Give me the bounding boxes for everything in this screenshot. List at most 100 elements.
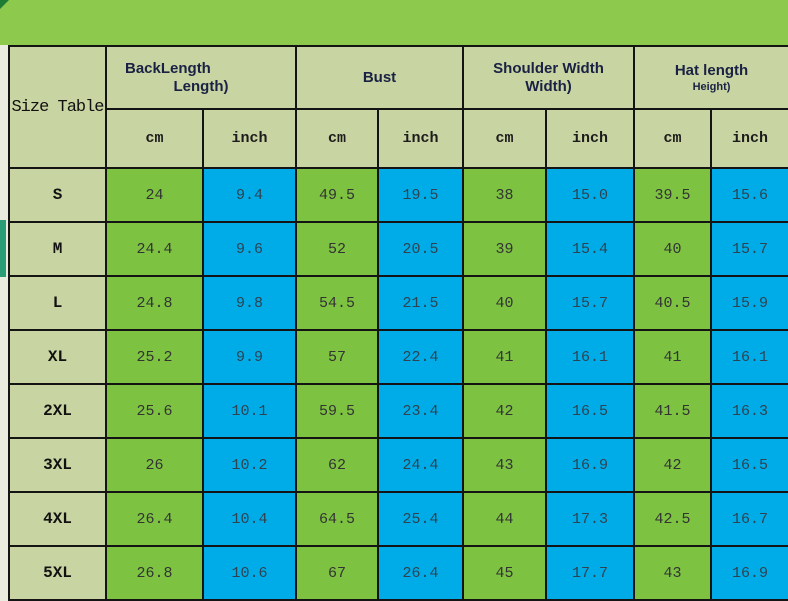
value-cell: 10.1: [201, 383, 298, 439]
unit-header-inch: inch: [545, 108, 636, 169]
table-row: 4XL 26.4 10.4 64.5 25.4 44 17.3 42.5 16.…: [8, 491, 788, 547]
group-label-line1: Bust: [362, 69, 397, 86]
group-label-line2: Height): [692, 81, 731, 93]
table-row: XL 25.2 9.9 57 22.4 41 16.1 41 16.1: [8, 329, 788, 385]
value-cell: 41: [633, 329, 713, 385]
value-cell: 64.5: [295, 491, 380, 547]
value-cell: 24: [105, 167, 204, 223]
value-cell: 15.4: [545, 221, 636, 277]
value-cell: 16.9: [545, 437, 636, 493]
value-cell: 25.4: [377, 491, 465, 547]
value-cell: 43: [633, 545, 713, 601]
value-cell: 43: [462, 437, 548, 493]
table-row: L 24.8 9.8 54.5 21.5 40 15.7 40.5 15.9: [8, 275, 788, 331]
size-label: 5XL: [8, 545, 107, 601]
value-cell: 9.4: [201, 167, 298, 223]
value-cell: 15.7: [545, 275, 636, 331]
value-cell: 41.5: [633, 383, 713, 439]
unit-header-inch: inch: [710, 108, 788, 169]
group-label-line2: Width): [525, 78, 572, 95]
value-cell: 41: [462, 329, 548, 385]
unit-header-row: cm inch cm inch cm inch cm inch: [9, 108, 788, 169]
group-label-line2: Length): [173, 78, 229, 95]
value-cell: 57: [295, 329, 380, 385]
value-cell: 45: [462, 545, 548, 601]
value-cell: 15.0: [545, 167, 636, 223]
value-cell: 52: [295, 221, 380, 277]
value-cell: 25.6: [105, 383, 204, 439]
value-cell: 38: [462, 167, 548, 223]
size-table-title: Size Table: [8, 45, 107, 169]
value-cell: 24.4: [105, 221, 204, 277]
value-cell: 42: [633, 437, 713, 493]
value-cell: 22.4: [377, 329, 465, 385]
value-cell: 26.4: [377, 545, 465, 601]
value-cell: 15.9: [710, 275, 788, 331]
column-group-hat-length: Hat length Height): [633, 45, 788, 110]
value-cell: 42: [462, 383, 548, 439]
value-cell: 44: [462, 491, 548, 547]
value-cell: 67: [295, 545, 380, 601]
value-cell: 39: [462, 221, 548, 277]
unit-header-cm: cm: [105, 108, 204, 169]
value-cell: 16.5: [710, 437, 788, 493]
group-label-line1: Shoulder Width: [493, 60, 604, 77]
size-table: Size Table BackLength Length) Bust Shoul…: [8, 45, 788, 601]
value-cell: 40: [633, 221, 713, 277]
value-cell: 24.8: [105, 275, 204, 331]
value-cell: 62: [295, 437, 380, 493]
unit-header-inch: inch: [377, 108, 465, 169]
value-cell: 9.9: [201, 329, 298, 385]
value-cell: 23.4: [377, 383, 465, 439]
value-cell: 24.4: [377, 437, 465, 493]
size-label: L: [8, 275, 107, 331]
unit-header-cm: cm: [295, 108, 380, 169]
value-cell: 16.3: [710, 383, 788, 439]
value-cell: 19.5: [377, 167, 465, 223]
group-header-row: Size Table BackLength Length) Bust Shoul…: [8, 45, 788, 169]
value-cell: 10.4: [201, 491, 298, 547]
size-label: S: [8, 167, 107, 223]
value-cell: 15.7: [710, 221, 788, 277]
unit-header-cm: cm: [462, 108, 548, 169]
value-cell: 26.4: [105, 491, 204, 547]
value-cell: 15.6: [710, 167, 788, 223]
value-cell: 59.5: [295, 383, 380, 439]
value-cell: 10.6: [201, 545, 298, 601]
value-cell: 26: [105, 437, 204, 493]
value-cell: 40.5: [633, 275, 713, 331]
column-group-backlength: BackLength Length): [104, 45, 298, 110]
value-cell: 9.6: [201, 221, 298, 277]
group-label-line1: Hat length: [674, 62, 749, 79]
size-label: M: [8, 221, 107, 277]
value-cell: 49.5: [295, 167, 380, 223]
value-cell: 20.5: [377, 221, 465, 277]
value-cell: 17.7: [545, 545, 636, 601]
value-cell: 39.5: [633, 167, 713, 223]
value-cell: 16.7: [710, 491, 788, 547]
column-group-shoulder-width: Shoulder Width Width): [462, 45, 636, 110]
table-row: 2XL 25.6 10.1 59.5 23.4 42 16.5 41.5 16.…: [8, 383, 788, 439]
table-row: S 24 9.4 49.5 19.5 38 15.0 39.5 15.6: [8, 167, 788, 223]
top-banner: [0, 0, 788, 45]
size-label: 2XL: [8, 383, 107, 439]
unit-header-inch: inch: [201, 108, 298, 169]
table-row: M 24.4 9.6 52 20.5 39 15.4 40 15.7: [8, 221, 788, 277]
value-cell: 54.5: [295, 275, 380, 331]
value-cell: 10.2: [201, 437, 298, 493]
corner-triangle-icon: [0, 0, 9, 9]
column-group-bust: Bust: [295, 45, 465, 110]
value-cell: 26.8: [105, 545, 204, 601]
size-label: 3XL: [8, 437, 107, 493]
value-cell: 17.3: [545, 491, 636, 547]
row-accent-bar: [0, 220, 6, 277]
value-cell: 40: [462, 275, 548, 331]
value-cell: 21.5: [377, 275, 465, 331]
value-cell: 25.2: [105, 329, 204, 385]
value-cell: 16.1: [710, 329, 788, 385]
table-row: 5XL 26.8 10.6 67 26.4 45 17.7 43 16.9: [8, 545, 788, 601]
value-cell: 42.5: [633, 491, 713, 547]
value-cell: 16.5: [545, 383, 636, 439]
size-label: 4XL: [8, 491, 107, 547]
